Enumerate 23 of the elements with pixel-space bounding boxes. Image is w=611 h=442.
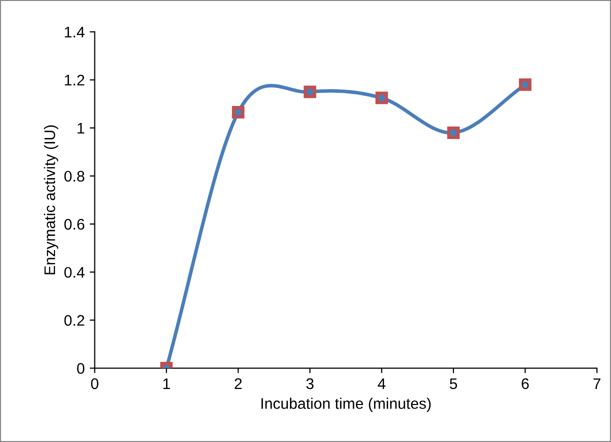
y-tick-label: 1.4 — [64, 26, 85, 38]
y-tick-label: 0.6 — [64, 218, 84, 230]
point — [375, 92, 388, 104]
x-tick-label: 2 — [234, 378, 242, 389]
y-tick-label: 1.2 — [64, 74, 84, 86]
x-tick-label: 7 — [593, 378, 600, 389]
y-tick-label: 0 — [77, 363, 84, 374]
x-axis-title: Incubation time (minutes) — [261, 398, 431, 412]
y-tick-label: 0.4 — [64, 266, 85, 278]
point — [232, 106, 244, 119]
point — [304, 86, 316, 98]
x-tick-label: 4 — [378, 378, 386, 389]
x-tick-label: 1 — [163, 378, 170, 389]
x-tick-label: 0 — [91, 378, 98, 390]
y-tick-label: 0.8 — [64, 170, 84, 182]
point — [518, 78, 532, 91]
point — [447, 126, 460, 139]
x-tick-label: 3 — [306, 378, 314, 390]
y-tick-label: 1 — [78, 122, 84, 134]
x-tick-label: 5 — [450, 378, 458, 390]
x-tick-label: 6 — [522, 378, 529, 390]
y-axis-title: Enzymatic activity (IU) — [44, 125, 58, 274]
y-tick-label: 0.2 — [64, 315, 84, 326]
